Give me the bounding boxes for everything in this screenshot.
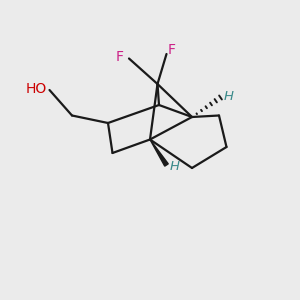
Polygon shape [150,140,168,166]
Text: H: H [224,90,234,103]
Text: F: F [116,50,124,64]
Text: F: F [168,44,176,57]
Text: HO: HO [25,82,46,96]
Text: H: H [169,160,179,173]
